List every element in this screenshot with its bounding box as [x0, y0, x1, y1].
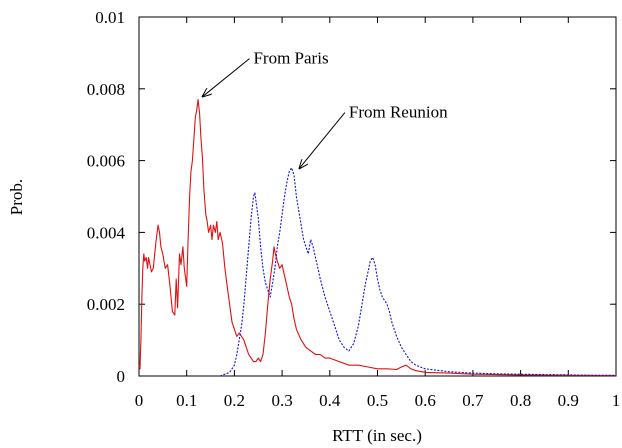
x-tick-label: 0.1 — [176, 391, 197, 410]
annotation-arrow — [203, 58, 250, 97]
y-tick-label: 0 — [117, 367, 126, 386]
x-tick-label: 0.3 — [271, 391, 292, 410]
annotation-label: From Paris — [253, 49, 328, 68]
x-tick-label: 0.7 — [462, 391, 484, 410]
y-axis-label: Prob. — [7, 179, 26, 215]
y-tick-label: 0.008 — [87, 80, 125, 99]
x-tick-label: 0.5 — [367, 391, 388, 410]
y-axis-ticks: 0 0.002 0.004 0.006 0.008 0.01 — [87, 8, 616, 386]
annotation-arrow — [299, 112, 346, 169]
x-tick-label: 0.8 — [510, 391, 531, 410]
x-tick-label: 1 — [612, 391, 621, 410]
y-tick-label: 0.004 — [87, 223, 126, 242]
y-tick-label: 0.002 — [87, 295, 125, 314]
x-axis-ticks: 0 0.1 0.2 0.3 0.4 0.5 0.6 0.7 0.8 0.9 1 — [135, 17, 621, 410]
x-tick-label: 0.4 — [319, 391, 341, 410]
x-tick-label: 0.9 — [558, 391, 579, 410]
series-layer — [138, 99, 617, 377]
y-tick-label: 0.006 — [87, 152, 125, 171]
x-tick-label: 0 — [135, 391, 144, 410]
annotation-label: From Reunion — [349, 103, 448, 122]
x-axis-label: RTT (in sec.) — [332, 426, 422, 445]
series-line-1 — [138, 99, 617, 377]
series-line-2 — [219, 167, 616, 377]
plot-frame — [138, 16, 617, 377]
y-tick-label: 0.01 — [95, 8, 125, 27]
annotation-layer: From Paris From Reunion — [203, 49, 448, 169]
x-tick-label: 0.2 — [224, 391, 245, 410]
x-tick-label: 0.6 — [415, 391, 436, 410]
